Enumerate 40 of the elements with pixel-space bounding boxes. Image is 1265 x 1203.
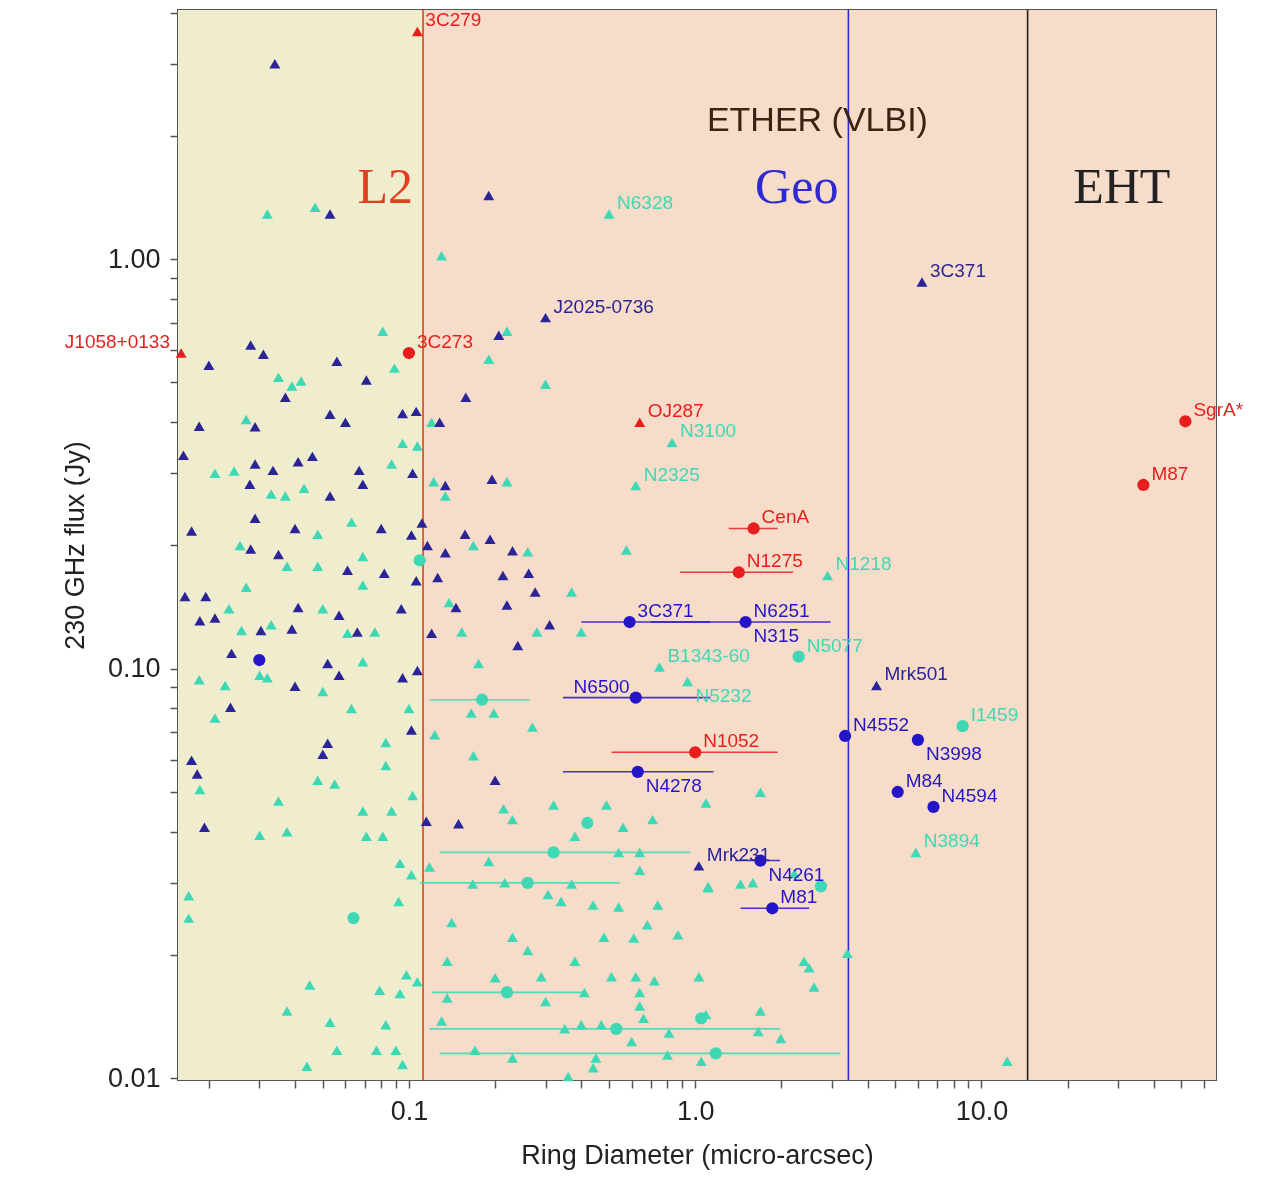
annotation: N4261: [768, 863, 825, 885]
ref-line-label: EHT: [1073, 157, 1171, 214]
annotation: M84: [905, 769, 944, 791]
annotation: N3998: [925, 742, 982, 764]
ref-line-label: L2: [357, 157, 414, 214]
annotation: 3C371: [637, 600, 694, 622]
annotation: N2325: [643, 463, 700, 485]
y-tick-label: 0.01: [107, 1062, 161, 1093]
annotation: M81: [780, 886, 818, 908]
annotation: N4594: [941, 784, 998, 806]
annotation: N5232: [695, 684, 752, 706]
annotation: Mrk501: [884, 663, 948, 685]
y-tick-label: 0.10: [107, 653, 161, 684]
annotation: Mrk231: [706, 843, 771, 865]
ref-line-label: Geo: [755, 157, 839, 214]
annotation: N1275: [746, 550, 803, 572]
annotation: J1058+0133: [64, 331, 170, 353]
annotation: OJ287: [647, 400, 704, 422]
y-axis-title: 230 GHz flux (Jy): [59, 441, 90, 650]
annotation: N6328: [617, 191, 674, 213]
annotation: N315: [753, 625, 800, 647]
annotation: N3894: [923, 830, 981, 852]
x-tick-label: 1.0: [676, 1095, 715, 1126]
annotation: I1459: [970, 704, 1019, 726]
annotation: N1052: [703, 730, 760, 752]
annotation: N4278: [645, 774, 702, 796]
annotation: B1343-60: [667, 644, 750, 666]
annotation: 3C279: [425, 9, 482, 31]
annotation: M87: [1151, 462, 1189, 484]
annotation: 3C371: [930, 259, 986, 281]
y-tick-label: 1.00: [107, 243, 161, 274]
annotation: N6251: [753, 600, 810, 622]
annotation: N6500: [573, 675, 630, 697]
annotation: J2025-0736: [553, 295, 654, 317]
x-axis-title: Ring Diameter (micro-arcsec): [521, 1139, 874, 1170]
annotation: N4552: [853, 713, 910, 735]
x-tick-label: 10.0: [955, 1095, 1009, 1126]
annotation: CenA: [761, 506, 810, 528]
annotation: N3100: [680, 420, 737, 442]
x-tick-label: 0.1: [390, 1095, 429, 1126]
